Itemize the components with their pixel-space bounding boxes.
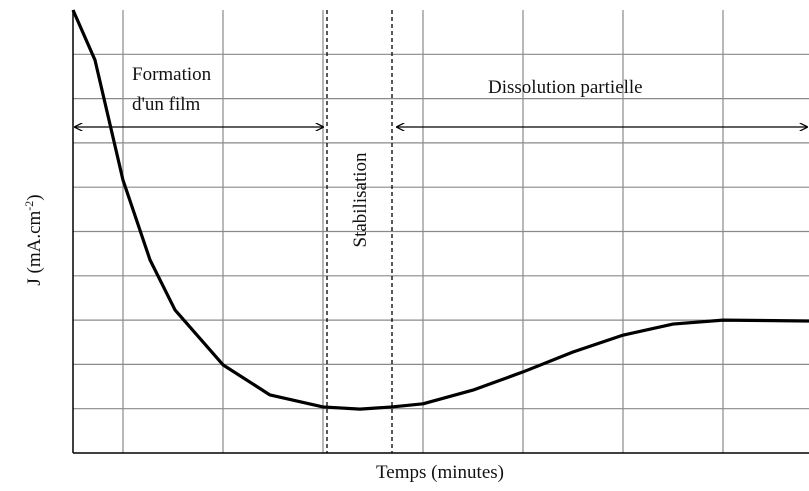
- annotation: d'un film: [132, 94, 201, 115]
- y-label-main: J (mA.cm: [24, 210, 45, 285]
- y-label-sup: -2: [22, 201, 36, 211]
- plot-area: [71, 9, 809, 454]
- annotation: Formation: [132, 64, 212, 85]
- grid: [73, 10, 809, 453]
- x-axis-label: Temps (minutes): [376, 462, 504, 483]
- annotation: Stabilisation: [350, 152, 371, 248]
- annotation: Dissolution partielle: [488, 77, 643, 98]
- data-line: [71, 9, 809, 411]
- y-axis-label: J (mA.cm-2): [22, 194, 45, 285]
- y-label-end: ): [24, 194, 45, 200]
